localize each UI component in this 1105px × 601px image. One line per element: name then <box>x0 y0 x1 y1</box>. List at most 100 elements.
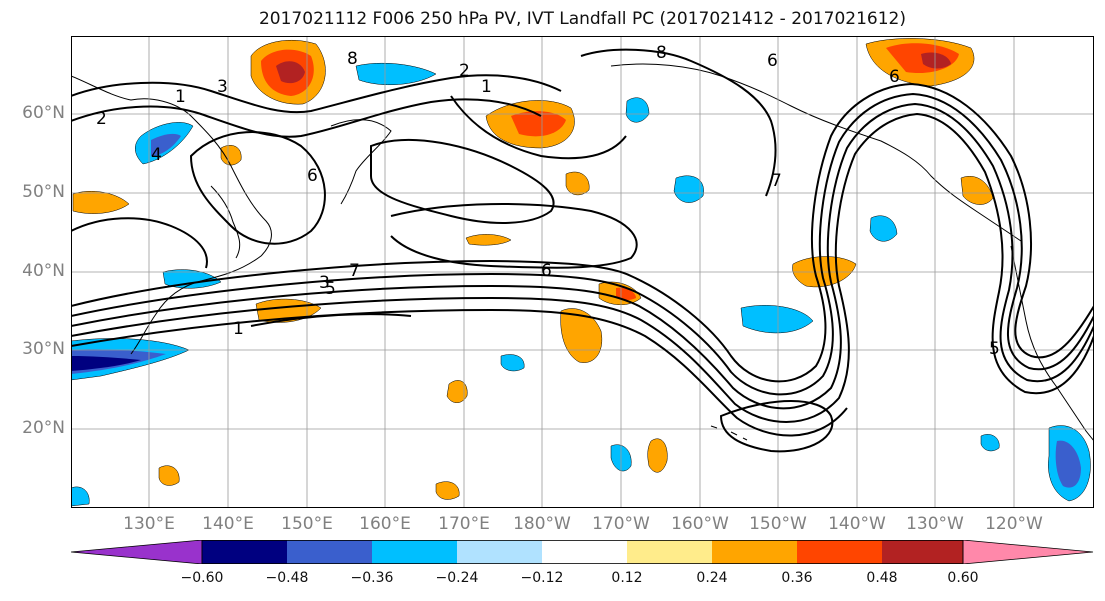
lon-label-180w: 180°W <box>513 514 571 534</box>
pv-contour <box>390 203 638 269</box>
colorbar-tick-label: −0.12 <box>520 570 564 586</box>
positive-anomaly-region <box>511 111 566 137</box>
pv-contour <box>71 308 848 437</box>
coastlines <box>71 63 1094 442</box>
colorbar-segment <box>627 540 712 564</box>
pv-contour <box>719 400 834 453</box>
contour-label: 3 <box>217 77 228 97</box>
contour-label: 8 <box>347 49 358 69</box>
map-panel: 1 2 3 4 5 6 7 8 2 1 1 6 6 7 8 5 6 3 <box>71 36 1094 508</box>
positive-anomaly-region <box>435 481 460 500</box>
colorbar-tick-label: −0.48 <box>265 570 309 586</box>
contour-label: 6 <box>307 166 318 186</box>
negative-anomaly-region <box>980 434 1000 452</box>
contour-label: 5 <box>325 279 336 299</box>
pv-contour <box>71 217 208 269</box>
contour-label: 2 <box>96 109 107 129</box>
pv-contour <box>71 98 542 138</box>
pv-contour <box>250 313 412 327</box>
positive-anomaly-region <box>565 171 590 196</box>
lat-label-30n: 30°N <box>22 339 65 359</box>
lon-label-170e: 170°E <box>438 514 490 534</box>
pv-contour <box>71 112 1094 423</box>
colorbar-segment <box>202 540 287 564</box>
colorbar-segment <box>372 540 457 564</box>
negative-anomaly-region <box>1055 440 1081 488</box>
colorbar-tick-label: −0.36 <box>350 570 394 586</box>
lat-label-40n: 40°N <box>22 261 65 281</box>
map-frame <box>71 36 1094 508</box>
lon-label-130w: 130°W <box>906 514 964 534</box>
positive-anomaly-region <box>560 308 603 363</box>
colorbar-segment <box>542 540 627 564</box>
contour-label: 1 <box>233 319 244 339</box>
lat-label-50n: 50°N <box>22 182 65 202</box>
lon-label-130e: 130°E <box>123 514 175 534</box>
pv-contour <box>71 82 1094 383</box>
asia-coastline <box>71 75 272 355</box>
hawaii-islands <box>710 425 748 441</box>
positive-anomaly-region <box>276 61 305 84</box>
positive-anomaly-region <box>72 191 130 214</box>
pv-contour <box>450 95 627 160</box>
lon-label-120w: 120°W <box>985 514 1043 534</box>
colorbar-tick-label: −0.24 <box>435 570 479 586</box>
colorbar-tick-label: 0.48 <box>866 570 898 586</box>
negative-anomaly-region <box>71 486 90 507</box>
colorbar-segment <box>797 540 882 564</box>
lon-label-140e: 140°E <box>202 514 254 534</box>
positive-anomaly-region <box>220 145 242 166</box>
negative-anomaly-region <box>71 356 141 371</box>
lon-label-160e: 160°E <box>359 514 411 534</box>
positive-anomaly-region <box>446 380 468 403</box>
negative-anomaly-region <box>869 215 898 242</box>
map-canvas: 1 2 3 4 5 6 7 8 2 1 1 6 6 7 8 5 6 3 <box>71 36 1094 508</box>
pv-contour <box>71 74 562 114</box>
colorbar <box>71 540 1094 564</box>
pv-contour <box>580 48 777 197</box>
contour-label: 1 <box>481 77 492 97</box>
alaska-coastline <box>610 63 1022 242</box>
contour-label: 4 <box>151 145 162 165</box>
contour-label: 6 <box>767 51 778 71</box>
negative-anomaly-region <box>151 133 181 156</box>
lon-label-140w: 140°W <box>828 514 886 534</box>
colorbar-tick-label: 0.24 <box>696 570 728 586</box>
negative-anomaly-region <box>740 305 814 334</box>
contour-label: 6 <box>541 261 552 281</box>
contour-label: 7 <box>771 171 782 191</box>
pv-contour <box>71 102 1094 410</box>
positive-anomaly-shading <box>72 38 994 500</box>
negative-anomaly-shading <box>71 62 1091 507</box>
colorbar-tick-label: −0.60 <box>180 570 224 586</box>
negative-anomaly-region <box>500 354 525 372</box>
colorbar-segment <box>882 540 963 564</box>
contour-label: 8 <box>656 43 667 63</box>
colorbar-under-extension <box>71 540 203 564</box>
pv-contour <box>71 92 1094 396</box>
contour-label: 1 <box>175 87 186 107</box>
contour-label: 6 <box>889 67 900 87</box>
negative-anomaly-region <box>355 62 437 86</box>
contour-label: 7 <box>349 261 360 281</box>
lon-label-170w: 170°W <box>592 514 650 534</box>
positive-anomaly-region <box>647 438 668 473</box>
colorbar-frame <box>201 540 964 564</box>
japan-coastline <box>210 185 241 259</box>
lon-label-160w: 160°W <box>671 514 729 534</box>
lat-label-60n: 60°N <box>22 103 65 123</box>
pv-contour <box>370 138 555 224</box>
contour-label-group: 1 2 3 4 5 6 7 8 2 1 1 6 6 7 8 5 6 3 <box>96 43 1000 359</box>
contour-label: 3 <box>319 273 330 293</box>
positive-anomaly-region <box>158 465 180 486</box>
positive-anomaly-region <box>465 234 512 246</box>
lon-label-150w: 150°W <box>749 514 807 534</box>
colorbar-tick-label: 0.60 <box>947 570 979 586</box>
map-title: 2017021112 F006 250 hPa PV, IVT Landfall… <box>258 9 906 29</box>
lat-label-20n: 20°N <box>22 418 65 438</box>
lon-label-150e: 150°E <box>281 514 333 534</box>
colorbar-segment <box>712 540 797 564</box>
colorbar-over-extension <box>962 540 1094 564</box>
colorbar-segment <box>457 540 542 564</box>
colorbar-tick-label: 0.36 <box>781 570 813 586</box>
